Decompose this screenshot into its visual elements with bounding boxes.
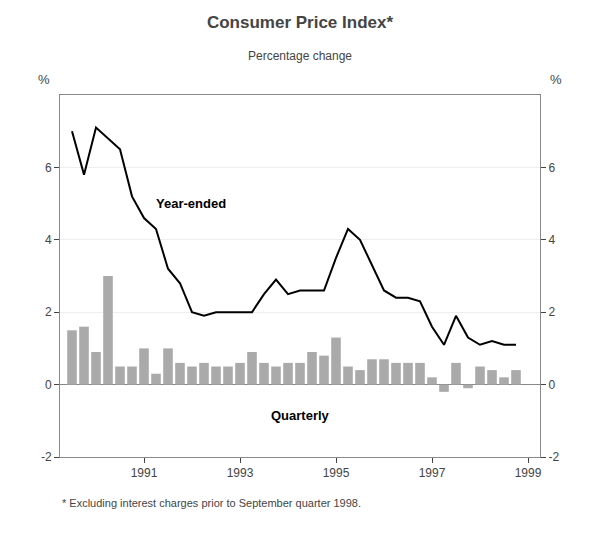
svg-text:0: 0 [45, 378, 52, 392]
svg-text:* Excluding interest charges p: * Excluding interest charges prior to Se… [62, 497, 361, 509]
svg-text:Consumer Price Index*: Consumer Price Index* [207, 13, 394, 32]
svg-text:0: 0 [548, 378, 555, 392]
svg-text:-2: -2 [41, 450, 52, 464]
svg-text:2: 2 [548, 305, 555, 319]
svg-text:Year-ended: Year-ended [156, 196, 226, 211]
svg-text:1995: 1995 [323, 466, 350, 480]
svg-text:1997: 1997 [419, 466, 446, 480]
svg-text:1991: 1991 [131, 466, 158, 480]
svg-text:2: 2 [45, 305, 52, 319]
svg-text:1993: 1993 [227, 466, 254, 480]
svg-text:4: 4 [548, 233, 555, 247]
svg-text:1999: 1999 [515, 466, 542, 480]
svg-text:6: 6 [45, 161, 52, 175]
svg-text:%: % [38, 72, 50, 87]
svg-text:%: % [550, 72, 562, 87]
svg-text:Quarterly: Quarterly [271, 408, 330, 423]
svg-text:-2: -2 [548, 450, 559, 464]
svg-text:6: 6 [548, 161, 555, 175]
svg-text:Percentage change: Percentage change [248, 49, 352, 63]
svg-text:4: 4 [45, 233, 52, 247]
